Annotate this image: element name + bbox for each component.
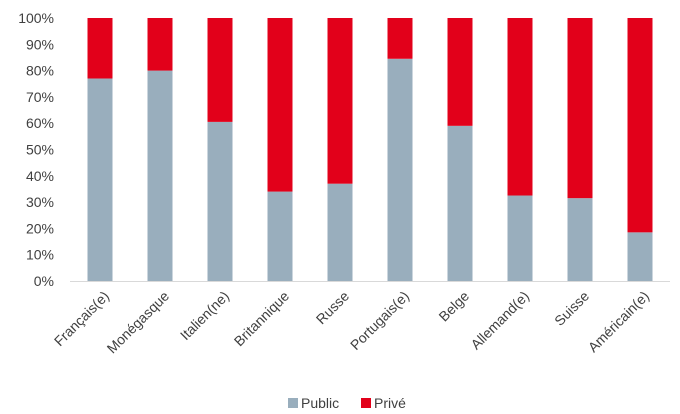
bar-public-2 bbox=[207, 121, 233, 281]
bar-priv-3 bbox=[267, 18, 293, 192]
bar-public-0 bbox=[87, 78, 113, 282]
x-category-label: Monégasque bbox=[104, 288, 173, 357]
bar-priv-1 bbox=[147, 18, 173, 71]
x-category-label: Suisse bbox=[551, 288, 592, 329]
bar-priv-5 bbox=[387, 18, 413, 59]
bars-group bbox=[87, 18, 653, 282]
y-tick-label: 40% bbox=[26, 168, 54, 184]
x-category-label: Russe bbox=[313, 288, 353, 328]
x-axis: Français(e)Monégasque Italien(ne)Britanni… bbox=[51, 281, 670, 357]
y-tick-label: 60% bbox=[26, 115, 54, 131]
bar-public-5 bbox=[387, 58, 413, 281]
bar-public-9 bbox=[627, 232, 653, 281]
bar-public-3 bbox=[267, 191, 293, 281]
x-category-label: Allemand(e) bbox=[467, 288, 532, 353]
bar-public-4 bbox=[327, 183, 353, 281]
x-category-label: Américain(e) bbox=[585, 288, 652, 355]
x-category-label: Portugais(e) bbox=[347, 288, 412, 353]
y-tick-label: 20% bbox=[26, 220, 54, 236]
bar-public-1 bbox=[147, 70, 173, 281]
bar-priv-0 bbox=[87, 18, 113, 79]
y-tick-label: 50% bbox=[26, 142, 54, 158]
bar-priv-9 bbox=[627, 18, 653, 233]
legend-swatch-public bbox=[288, 398, 298, 408]
x-category-label: Britannique bbox=[231, 288, 293, 350]
x-category-label: Belge bbox=[435, 288, 472, 325]
bar-priv-8 bbox=[567, 18, 593, 199]
x-category-label: Italien(ne) bbox=[177, 288, 232, 343]
y-axis: 0% 10% 20% 30% 40% 50% 60% 70% 80% 90% 100% bbox=[18, 10, 54, 289]
bar-priv-2 bbox=[207, 18, 233, 122]
legend-label: Privé bbox=[374, 395, 406, 411]
y-tick-label: 80% bbox=[26, 63, 54, 79]
legend-label: Public bbox=[301, 395, 339, 411]
y-tick-label: 10% bbox=[26, 247, 54, 263]
bar-priv-6 bbox=[447, 18, 473, 126]
y-tick-label: 100% bbox=[18, 10, 54, 26]
y-tick-label: 70% bbox=[26, 89, 54, 105]
bar-public-6 bbox=[447, 125, 473, 281]
y-tick-label: 0% bbox=[34, 273, 54, 289]
y-tick-label: 90% bbox=[26, 36, 54, 52]
x-category-label: Français(e) bbox=[51, 288, 112, 349]
bar-public-7 bbox=[507, 195, 533, 281]
bar-priv-7 bbox=[507, 18, 533, 196]
y-tick-label: 30% bbox=[26, 194, 54, 210]
bar-priv-4 bbox=[327, 18, 353, 184]
bar-public-8 bbox=[567, 198, 593, 281]
legend-swatch-priv bbox=[361, 398, 371, 408]
legend: Public Privé bbox=[288, 395, 406, 411]
